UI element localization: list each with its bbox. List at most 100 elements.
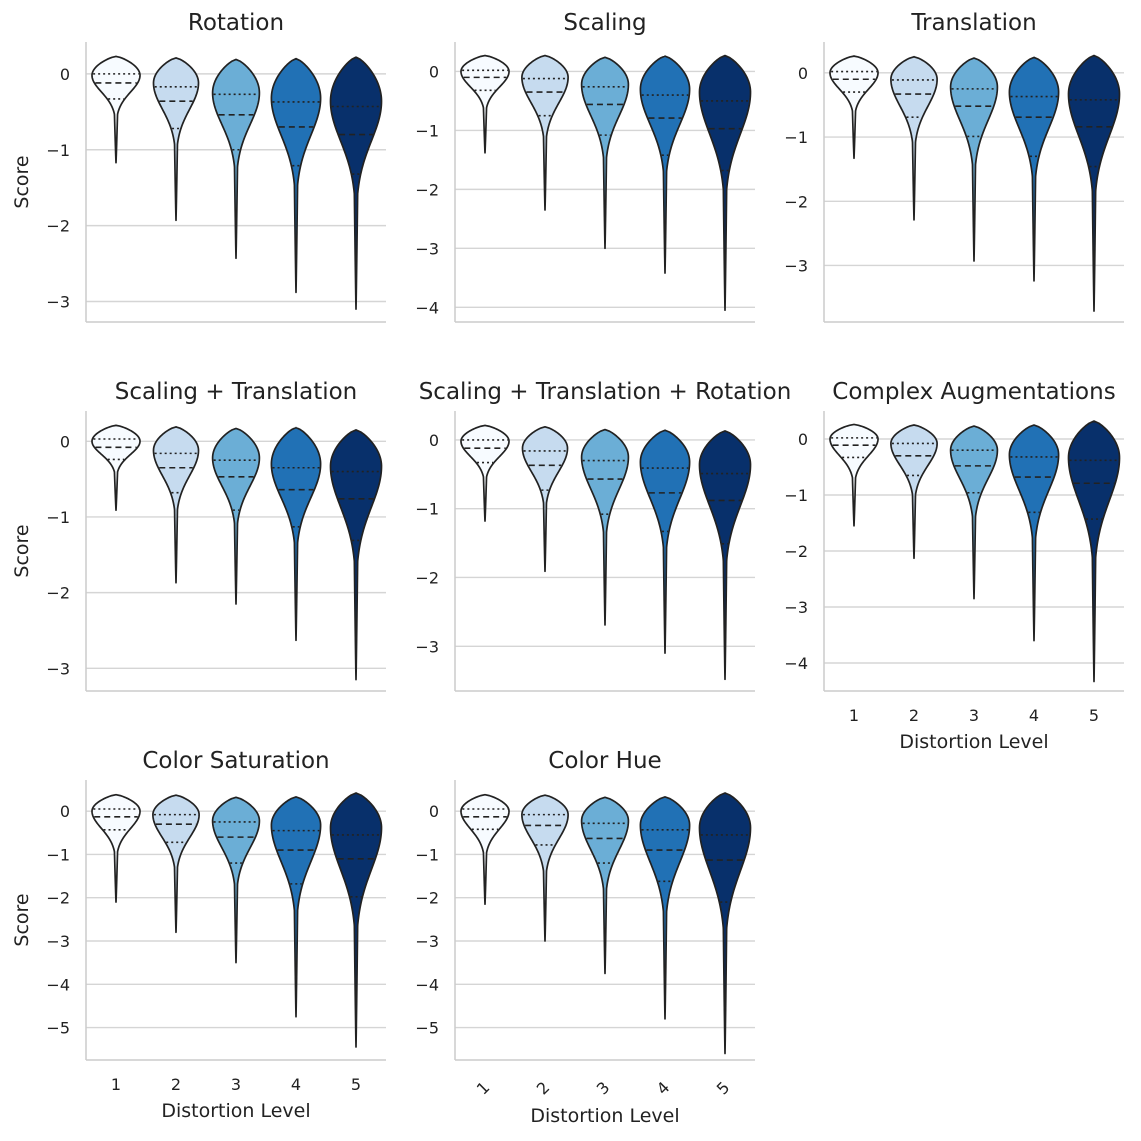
x-axis-label: Distortion Level [899,731,1048,753]
y-tick-label: −1 [415,845,439,864]
y-tick-label: −1 [784,128,808,147]
x-tick-label: 2 [533,1078,554,1099]
x-tick-label: 5 [1089,706,1099,725]
y-tick-label: 0 [429,802,439,821]
y-tick-label: −2 [415,568,439,587]
y-tick-label: −2 [46,217,70,236]
violin-level-5 [1067,54,1121,312]
y-tick-label: 0 [429,431,439,450]
violin-level-1 [91,55,141,164]
y-tick-label: −3 [415,637,439,656]
violin-level-3 [211,58,261,260]
violin-level-1 [91,793,141,903]
x-tick-label: 3 [969,706,979,725]
x-tick-label: 5 [713,1078,734,1099]
y-tick-label: −3 [784,598,808,617]
violin-level-1 [829,55,879,160]
subplot-5: Scaling + Translation + Rotation 0 −1 −2 −3 [415,379,792,692]
x-tick-label: 5 [351,1075,361,1094]
y-tick-label: −3 [415,932,439,951]
y-tick-label: 0 [798,64,808,83]
violin-level-2 [152,794,200,934]
violin-level-3 [580,796,630,975]
x-axis-label: Distortion Level [530,1105,679,1127]
subplot-7: Color Saturation 0 −1 −2 −3 −4 −5 Score 1 2 3 4 5 Dis… [11,748,386,1122]
subplot-8: Color Hue 0 −1 −2 −3 −4 −5 1 2 3 4 5 Distortion Leve… [415,748,755,1127]
y-tick-label: −2 [46,584,70,603]
x-tick-label: 3 [231,1075,241,1094]
subplot-1: Rotation 0 −1 −2 −3 Score [11,10,386,323]
subplot-title: Scaling [563,10,646,36]
x-tick-label: 1 [111,1075,121,1094]
subplot-title: Color Hue [548,748,661,774]
subplot-6: Complex Augmentations 0 −1 −2 −3 −4 1 2 3 4 5 Disto… [784,379,1124,753]
violin-level-4 [1008,424,1060,642]
violin-level-3 [211,796,261,964]
violin-level-2 [152,426,200,584]
y-tick-label: 0 [798,430,808,449]
x-tick-label: 2 [909,706,919,725]
subplot-2: Scaling 0 −1 −2 −3 −4 [415,10,755,323]
violin-level-5 [1067,420,1121,683]
x-tick-label: 1 [473,1078,494,1099]
subplot-title: Rotation [188,10,284,36]
violin-level-4 [639,429,691,655]
violin-level-4 [1008,56,1060,282]
y-tick-label: −3 [415,239,439,258]
y-tick-label: −4 [415,975,439,994]
y-tick-label: −5 [46,1019,70,1038]
x-tick-label: 1 [849,706,859,725]
y-tick-label: −1 [46,845,70,864]
y-tick-label: −5 [415,1019,439,1038]
subplot-title: Color Saturation [142,748,329,774]
y-tick-label: −3 [46,659,70,678]
subplot-3: Translation 0 −1 −2 −3 [784,10,1124,323]
x-tick-label: 3 [593,1078,614,1099]
violin-level-1 [91,424,141,511]
violin-level-1 [460,793,510,906]
y-tick-label: −2 [784,192,808,211]
x-tick-label: 4 [653,1078,674,1099]
y-tick-label: −1 [46,508,70,527]
violin-level-2 [890,55,938,221]
violin-level-4 [270,796,322,1018]
subplot-title: Translation [910,10,1036,36]
violin-level-3 [211,427,261,605]
x-tick-label: 4 [1029,706,1039,725]
violin-level-5 [698,430,752,681]
violin-level-1 [460,54,510,154]
violin-level-3 [949,425,999,600]
violin-level-3 [580,56,630,250]
y-tick-label: 0 [60,802,70,821]
violin-level-5 [329,792,383,1048]
violin-level-5 [329,429,383,681]
y-tick-label: −4 [46,975,70,994]
y-tick-label: −3 [46,932,70,951]
y-tick-label: −4 [784,654,808,673]
violin-level-5 [698,792,752,1055]
y-tick-label: −4 [415,298,439,317]
y-tick-label: −2 [415,180,439,199]
violin-level-1 [829,423,879,527]
violin-level-4 [270,57,322,294]
violin-level-2 [521,794,569,942]
y-tick-label: −2 [784,542,808,561]
violin-level-4 [270,426,322,642]
violin-level-3 [580,428,630,626]
y-tick-label: −2 [46,889,70,908]
y-tick-label: −1 [415,121,439,140]
violin-level-5 [329,56,383,310]
violin-level-3 [949,57,999,262]
violin-level-4 [639,55,691,274]
violin-level-5 [698,54,752,312]
subplot-title: Scaling + Translation [115,379,358,405]
y-tick-label: −1 [415,500,439,519]
y-axis-label: Score [11,524,33,577]
y-tick-label: 0 [429,62,439,81]
subplot-title: Scaling + Translation + Rotation [419,379,792,405]
violin-level-2 [521,54,569,211]
x-tick-label: 2 [171,1075,181,1094]
y-tick-label: −1 [784,486,808,505]
subplot-4: Scaling + Translation 0 −1 −2 −3 Score [11,379,386,692]
